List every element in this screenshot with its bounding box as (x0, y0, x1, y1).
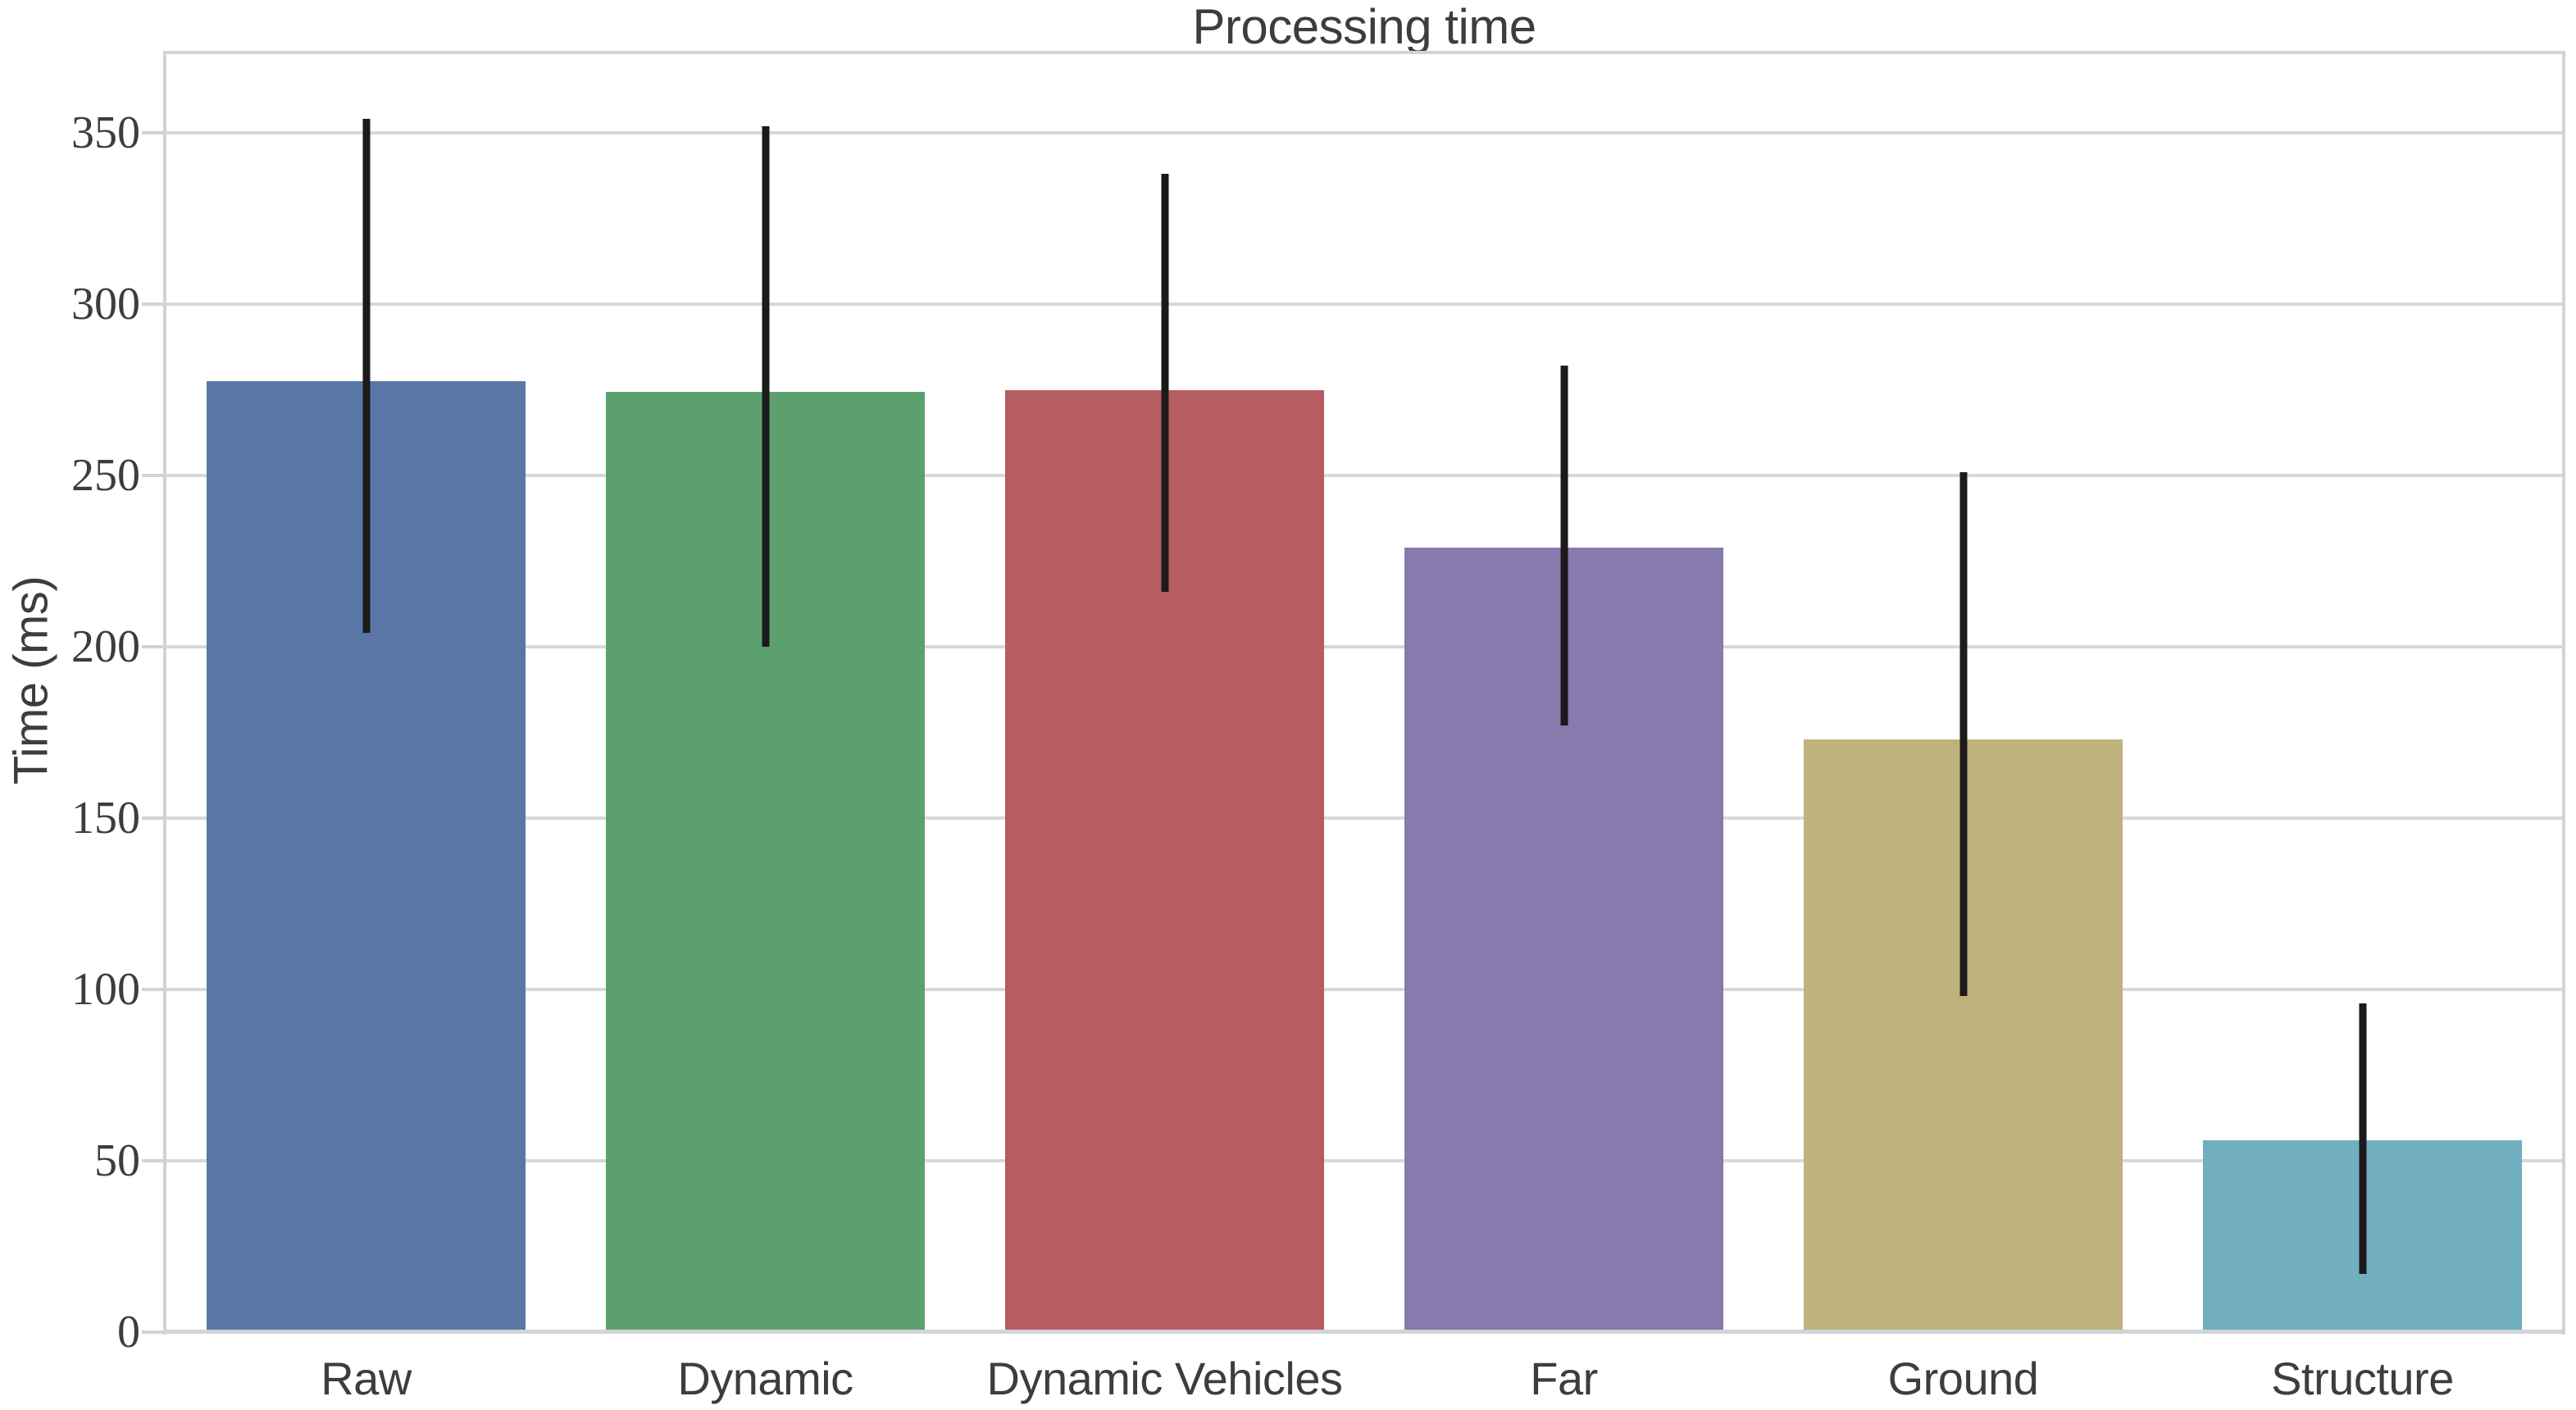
ytick-label-100: 100 (71, 964, 140, 1016)
ytick-mark-150 (142, 816, 163, 821)
error-bar-raw (362, 119, 370, 634)
ytick-mark-50 (142, 1159, 163, 1163)
ytick-label-150: 150 (71, 793, 140, 844)
plot-area: 0 50 100 150 200 250 300 350 Raw Dynamic Dynamic V… (71, 51, 2565, 1404)
ytick-label-50: 50 (94, 1135, 140, 1187)
gridline-y-100 (166, 988, 2562, 992)
chart-title: Processing time (1192, 0, 1536, 54)
error-bar-dynamic-vehicles (1161, 174, 1168, 593)
xtick-label-raw: Raw (321, 1353, 412, 1404)
gridline-y-350 (166, 131, 2562, 135)
xtick-label-ground: Ground (1887, 1353, 2039, 1404)
xtick-label-dynamic-vehicles: Dynamic Vehicles (986, 1353, 1343, 1404)
gridline-y-150 (166, 816, 2562, 821)
error-bar-ground (1959, 471, 1967, 997)
gridline-y-250 (166, 474, 2562, 478)
ytick-mark-300 (142, 302, 163, 307)
ytick-label-350: 350 (71, 107, 140, 159)
gridline-y-50 (166, 1159, 2562, 1163)
error-bar-far (1560, 366, 1568, 726)
ytick-label-250: 250 (71, 450, 140, 502)
axis-spine-bottom (166, 1330, 2562, 1334)
xtick-label-far: Far (1530, 1353, 1598, 1404)
ytick-mark-100 (142, 988, 163, 992)
gridline-y-300 (166, 302, 2562, 307)
gridline-y-200 (166, 645, 2562, 649)
axis-spine-left (163, 51, 166, 1335)
ytick-label-200: 200 (71, 621, 140, 673)
ytick-mark-350 (142, 131, 163, 135)
ytick-label-300: 300 (71, 279, 140, 330)
y-axis-label: Time (ms) (4, 575, 58, 785)
xtick-label-dynamic: Dynamic (677, 1353, 853, 1404)
ytick-mark-0 (142, 1330, 163, 1334)
xtick-label-structure: Structure (2271, 1353, 2454, 1404)
ytick-mark-250 (142, 474, 163, 478)
axis-spine-top (166, 51, 2562, 54)
ytick-mark-200 (142, 645, 163, 649)
error-bar-dynamic (762, 125, 769, 648)
axis-spine-right (2562, 51, 2565, 1335)
ytick-label-0: 0 (117, 1307, 140, 1358)
error-bar-structure (2359, 1003, 2366, 1274)
